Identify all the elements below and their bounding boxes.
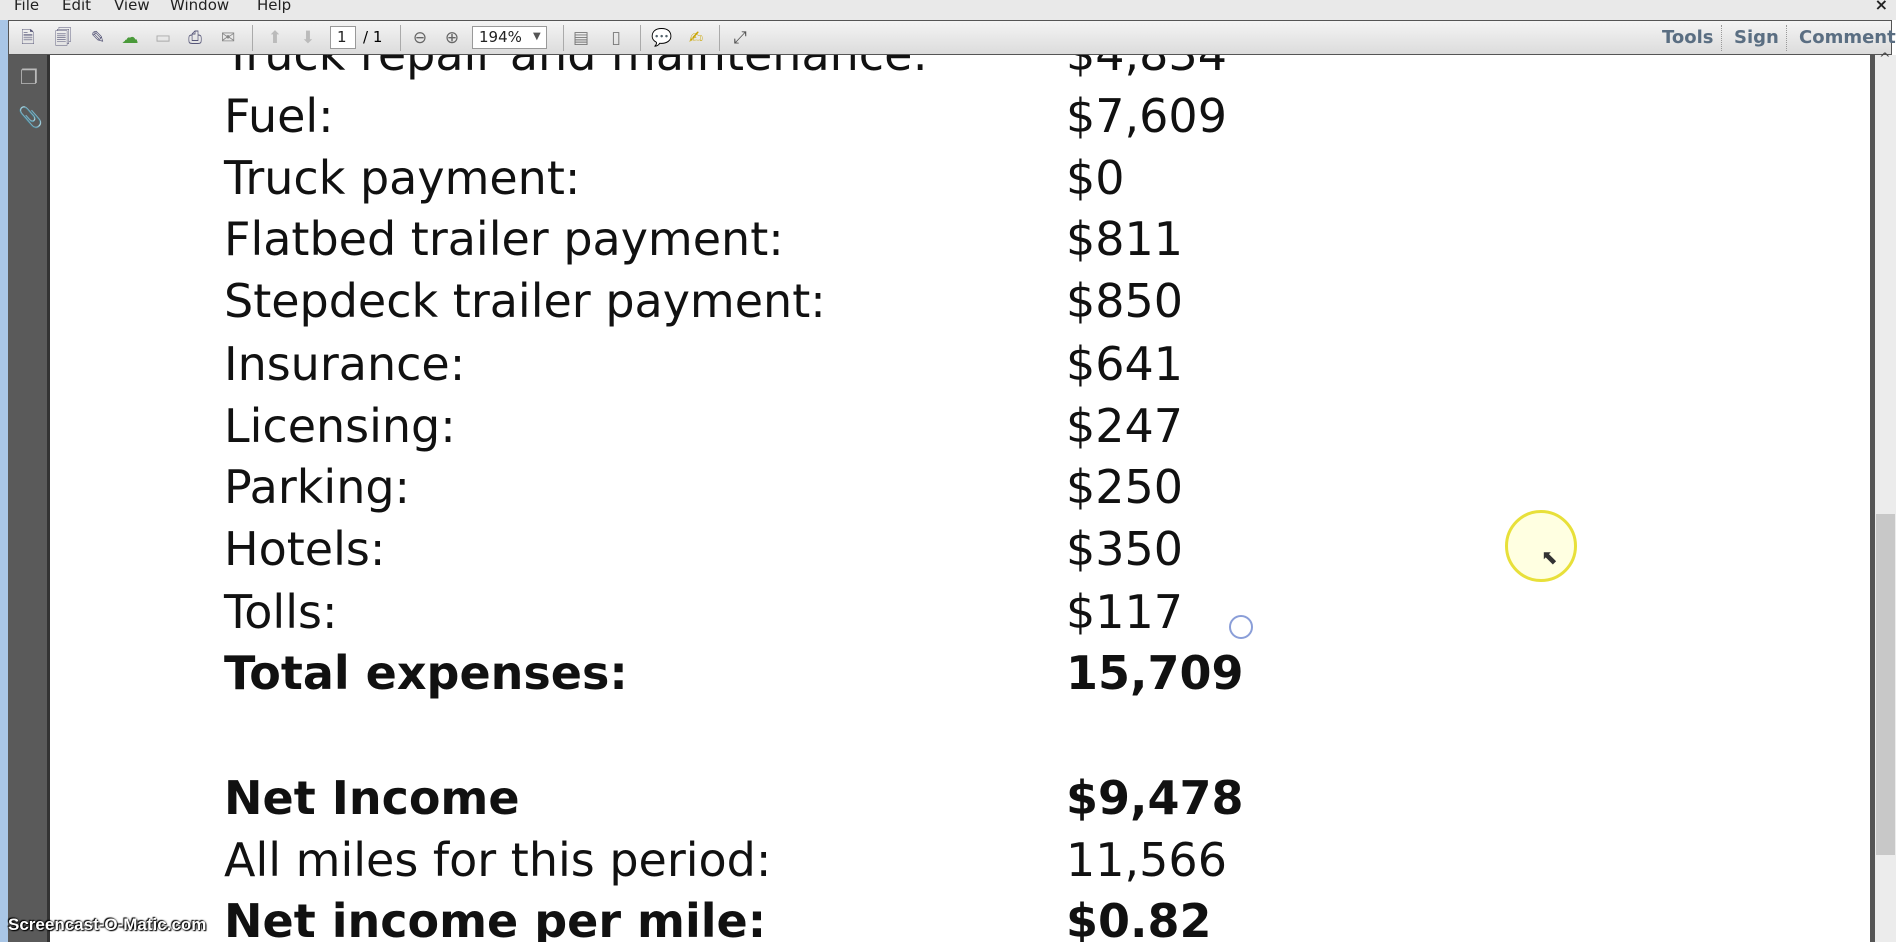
menu-window[interactable]: Window <box>170 0 230 14</box>
row-value: $641 <box>1066 337 1184 391</box>
table-row: Fuel: $7,609 <box>224 85 1424 147</box>
row-value: $247 <box>1066 399 1184 453</box>
sticky-note-icon[interactable]: 💬 <box>651 28 673 48</box>
table-row: Licensing: $247 <box>224 395 1424 457</box>
fit-page-icon[interactable]: ▯ <box>611 28 621 48</box>
menu-file[interactable]: File <box>14 0 40 14</box>
menu-edit[interactable]: Edit <box>62 0 92 14</box>
navigation-panel: ❐ 📎 <box>8 55 50 942</box>
window-edge <box>0 20 8 942</box>
zoom-in-icon[interactable]: ⊕ <box>444 28 460 48</box>
fullscreen-icon[interactable]: ⤢ <box>733 28 747 48</box>
page-number-input[interactable]: 1 <box>330 26 356 49</box>
print-icon[interactable]: ⎙ <box>188 28 202 48</box>
row-label: Parking: <box>224 460 411 514</box>
table-row: Truck repair and maintenance: $4,834 <box>224 55 1424 85</box>
menu-bar: File Edit View Window Help × <box>0 0 1896 20</box>
cursor-highlight <box>1505 510 1577 582</box>
table-row: Tolls: $117 <box>224 581 1424 643</box>
scrollbar-thumb[interactable] <box>1876 514 1895 855</box>
row-label: Hotels: <box>224 522 386 576</box>
table-row: All miles for this period: 11,566 <box>224 829 1424 891</box>
table-row: Truck payment: $0 <box>224 147 1424 209</box>
vertical-scrollbar[interactable]: ^ <box>1875 51 1896 942</box>
upload-cloud-icon[interactable]: ☁ <box>121 28 139 48</box>
row-value: 11,566 <box>1066 833 1227 887</box>
toolbar: 🗎 🗐 ✎ ☁ ▭ ⎙ ✉ ⬆ ⬇ 1 / 1 ⊖ ⊕ 194% ▼ ▤ ▯ 💬… <box>8 20 1896 55</box>
attachments-paperclip-icon[interactable]: 📎 <box>18 105 43 129</box>
row-label: Flatbed trailer payment: <box>224 212 784 266</box>
row-value: $250 <box>1066 460 1184 514</box>
table-row: Stepdeck trailer payment: $850 <box>224 270 1424 332</box>
table-row: Insurance: $641 <box>224 333 1424 395</box>
email-icon[interactable]: ✉ <box>220 28 236 48</box>
row-value: $7,609 <box>1066 89 1227 143</box>
chevron-down-icon[interactable]: ▼ <box>533 31 541 42</box>
row-label: Tolls: <box>224 585 338 639</box>
row-label: Licensing: <box>224 399 456 453</box>
zoom-out-icon[interactable]: ⊖ <box>412 28 428 48</box>
create-pdf-icon[interactable]: 🗎 <box>21 28 35 48</box>
menu-view[interactable]: View <box>114 0 150 14</box>
row-value: $4,834 <box>1066 55 1227 85</box>
table-row: Flatbed trailer payment: $811 <box>224 208 1424 270</box>
row-value: $850 <box>1066 274 1184 328</box>
row-label: Stepdeck trailer payment: <box>224 274 826 328</box>
table-row: Total expenses: 15,709 <box>224 642 1424 704</box>
row-label: Fuel: <box>224 89 334 143</box>
row-value: $9,478 <box>1066 771 1244 825</box>
row-label: Net income per mile: <box>224 894 767 942</box>
edit-document-icon[interactable]: ✎ <box>90 28 106 48</box>
page-total: / 1 <box>363 28 383 46</box>
highlight-text-icon[interactable]: ✍ <box>688 28 704 48</box>
row-label: Truck repair and maintenance: <box>224 55 928 85</box>
row-value: $0 <box>1066 151 1125 205</box>
table-row: Hotels: $350 <box>224 518 1424 580</box>
row-label: Insurance: <box>224 337 466 391</box>
row-label: Total expenses: <box>224 646 628 700</box>
row-label: Truck payment: <box>224 151 581 205</box>
row-value: $350 <box>1066 522 1184 576</box>
row-value: $811 <box>1066 212 1184 266</box>
tools-button[interactable]: Tools <box>1662 27 1714 48</box>
sign-button[interactable]: Sign <box>1734 27 1779 48</box>
click-indicator <box>1229 615 1253 639</box>
pages-icon[interactable]: ❐ <box>20 65 38 89</box>
fit-width-icon[interactable]: ▤ <box>572 28 590 48</box>
next-page-icon[interactable]: ⬇ <box>300 28 316 48</box>
previous-page-icon[interactable]: ⬆ <box>267 28 283 48</box>
save-icon[interactable]: ▭ <box>154 28 172 48</box>
comment-button[interactable]: Comment <box>1799 27 1896 48</box>
menu-help[interactable]: Help <box>257 0 292 14</box>
row-value: $117 <box>1066 585 1184 639</box>
row-value: $0.82 <box>1066 894 1212 942</box>
document-page: Truck repair and maintenance:$4,834Fuel:… <box>53 55 1870 942</box>
watermark: Screencast-O-Matic.com <box>8 915 207 934</box>
row-value: 15,709 <box>1066 646 1244 700</box>
table-row: Net income per mile: $0.82 <box>224 890 1424 942</box>
table-row: Net Income $9,478 <box>224 767 1424 829</box>
row-label: All miles for this period: <box>224 833 772 887</box>
row-label: Net Income <box>224 771 520 825</box>
close-icon[interactable]: × <box>1874 0 1888 14</box>
zoom-select[interactable]: 194% <box>472 26 547 49</box>
combine-files-icon[interactable]: 🗐 <box>54 28 72 48</box>
mouse-pointer-icon: ⬉ <box>1541 545 1558 569</box>
table-row: Parking: $250 <box>224 456 1424 518</box>
scroll-up-icon[interactable]: ^ <box>1879 51 1891 67</box>
